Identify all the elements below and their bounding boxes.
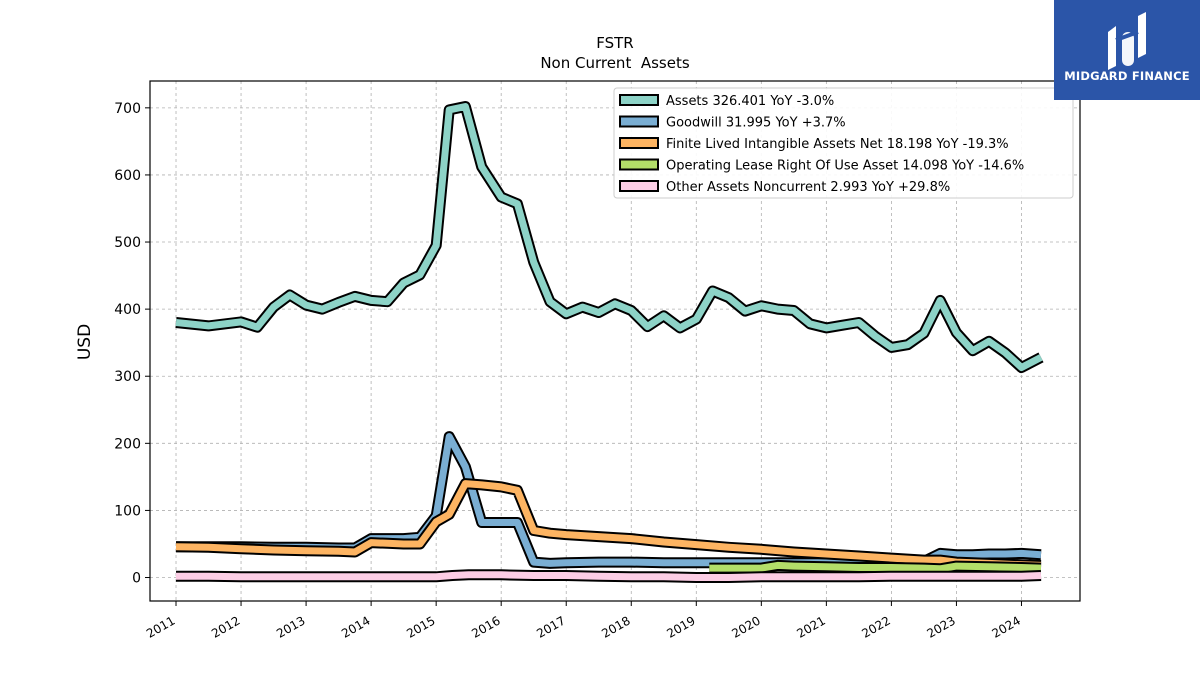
brand-name: MIDGARD FINANCE bbox=[1064, 69, 1190, 83]
x-tick-label: 2012 bbox=[209, 613, 242, 640]
legend-swatch bbox=[619, 180, 659, 192]
y-tick-label: 600 bbox=[114, 168, 141, 184]
midgard-logo-icon bbox=[1108, 12, 1146, 70]
legend-label: Operating Lease Right Of Use Asset 14.09… bbox=[666, 159, 1024, 174]
series-4 bbox=[176, 569, 1042, 583]
x-tick-label: 2022 bbox=[859, 613, 892, 640]
y-axis-ticks: 0 100 200 300 400 500 600 700 bbox=[114, 101, 150, 587]
series-line bbox=[709, 561, 1042, 573]
plot-frame bbox=[149, 80, 1081, 602]
legend-label: Assets 326.401 YoY -3.0% bbox=[666, 94, 834, 109]
legend-box bbox=[613, 87, 1074, 199]
x-tick-label: 2014 bbox=[339, 613, 372, 640]
brand-logo: MIDGARD FINANCE bbox=[1054, 0, 1200, 100]
series-line bbox=[176, 571, 1042, 581]
x-axis-ticks: 2011 2012 2013 2014 2015 2016 2017 2018 2019 2020… bbox=[144, 601, 1023, 641]
x-tick-label: 2021 bbox=[794, 613, 827, 640]
x-tick-label: 2020 bbox=[729, 613, 762, 640]
y-tick-label: 200 bbox=[114, 436, 141, 452]
series-3 bbox=[709, 559, 1042, 575]
y-tick-label: 700 bbox=[114, 101, 141, 117]
x-tick-label: 2018 bbox=[599, 613, 632, 640]
series-group bbox=[175, 101, 1044, 583]
y-tick-label: 0 bbox=[132, 571, 141, 587]
chart-subtitle: Non Current Assets bbox=[540, 54, 690, 72]
x-tick-label: 2017 bbox=[534, 613, 567, 640]
x-tick-label: 2024 bbox=[990, 613, 1023, 640]
y-tick-label: 500 bbox=[114, 235, 141, 251]
series-2 bbox=[175, 478, 1042, 571]
legend-swatch bbox=[619, 158, 659, 171]
y-axis-label: USD bbox=[75, 324, 95, 360]
series-0 bbox=[175, 101, 1044, 373]
series-line bbox=[175, 103, 1043, 371]
legend-label: Goodwill 31.995 YoY +3.7% bbox=[666, 116, 846, 131]
legend-swatch bbox=[619, 94, 659, 106]
y-tick-label: 300 bbox=[114, 369, 141, 385]
legend-label: Finite Lived Intangible Assets Net 18.19… bbox=[666, 137, 1009, 152]
chart-title: FSTR bbox=[596, 34, 633, 52]
series-line bbox=[175, 480, 1042, 569]
legend-swatch bbox=[619, 115, 659, 128]
x-tick-label: 2011 bbox=[144, 613, 177, 640]
y-tick-label: 400 bbox=[114, 302, 141, 318]
x-tick-label: 2013 bbox=[274, 613, 307, 640]
x-tick-label: 2023 bbox=[924, 613, 957, 640]
legend-swatch bbox=[619, 137, 659, 149]
y-tick-label: 100 bbox=[114, 503, 141, 519]
legend-label: Other Assets Noncurrent 2.993 YoY +29.8% bbox=[666, 180, 950, 195]
x-tick-label: 2015 bbox=[404, 613, 437, 640]
x-tick-label: 2019 bbox=[664, 613, 697, 640]
legend: Assets 326.401 YoY -3.0% Goodwill 31.995 … bbox=[613, 87, 1074, 199]
x-tick-label: 2016 bbox=[469, 613, 502, 640]
